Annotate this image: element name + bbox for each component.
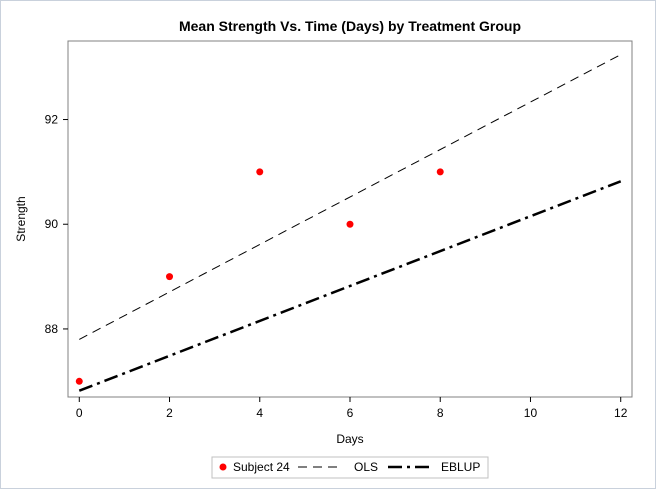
subject-24-point: [346, 220, 354, 228]
x-tick-label: 4: [256, 406, 263, 420]
legend-label-subject: Subject 24: [233, 460, 290, 474]
plot-area: [67, 40, 633, 398]
legend: Subject 24 OLS EBLUP: [211, 456, 489, 479]
x-tick-label: 10: [524, 406, 538, 420]
eblup-line: [78, 180, 622, 392]
subject-24-point: [256, 168, 264, 176]
legend-label-eblup: EBLUP: [441, 460, 480, 474]
y-tick-label: 92: [45, 113, 59, 127]
subject-24-point: [436, 168, 444, 176]
legend-box: [211, 456, 489, 479]
chart-title: Mean Strength Vs. Time (Days) by Treatme…: [179, 18, 521, 34]
x-axis: 0 2 4 6 8 10 12: [76, 397, 628, 420]
subject-24-point: [75, 377, 83, 385]
ols-line: [79, 54, 621, 340]
y-axis: 88 90 92: [45, 113, 68, 336]
x-tick-label: 2: [166, 406, 173, 420]
x-tick-label: 0: [76, 406, 83, 420]
subject-24-point: [166, 273, 174, 281]
x-tick-label: 8: [437, 406, 444, 420]
legend-label-ols: OLS: [354, 460, 378, 474]
series-layer: [75, 54, 622, 392]
y-tick-label: 90: [45, 217, 59, 231]
legend-marker-subject: [219, 463, 227, 471]
y-tick-label: 88: [45, 322, 59, 336]
x-tick-label: 6: [347, 406, 354, 420]
x-tick-label: 12: [614, 406, 628, 420]
y-axis-title: Strength: [14, 196, 28, 241]
x-axis-title: Days: [336, 432, 363, 446]
